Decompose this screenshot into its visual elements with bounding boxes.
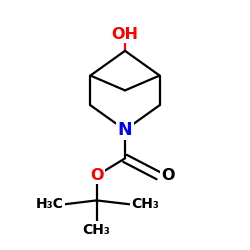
Text: CH₃: CH₃	[83, 222, 110, 236]
Text: O: O	[90, 168, 103, 183]
Text: CH₃: CH₃	[132, 197, 160, 211]
Text: OH: OH	[112, 26, 138, 42]
Text: O: O	[161, 168, 174, 183]
Text: N: N	[118, 121, 132, 139]
Text: H₃C: H₃C	[36, 197, 64, 211]
